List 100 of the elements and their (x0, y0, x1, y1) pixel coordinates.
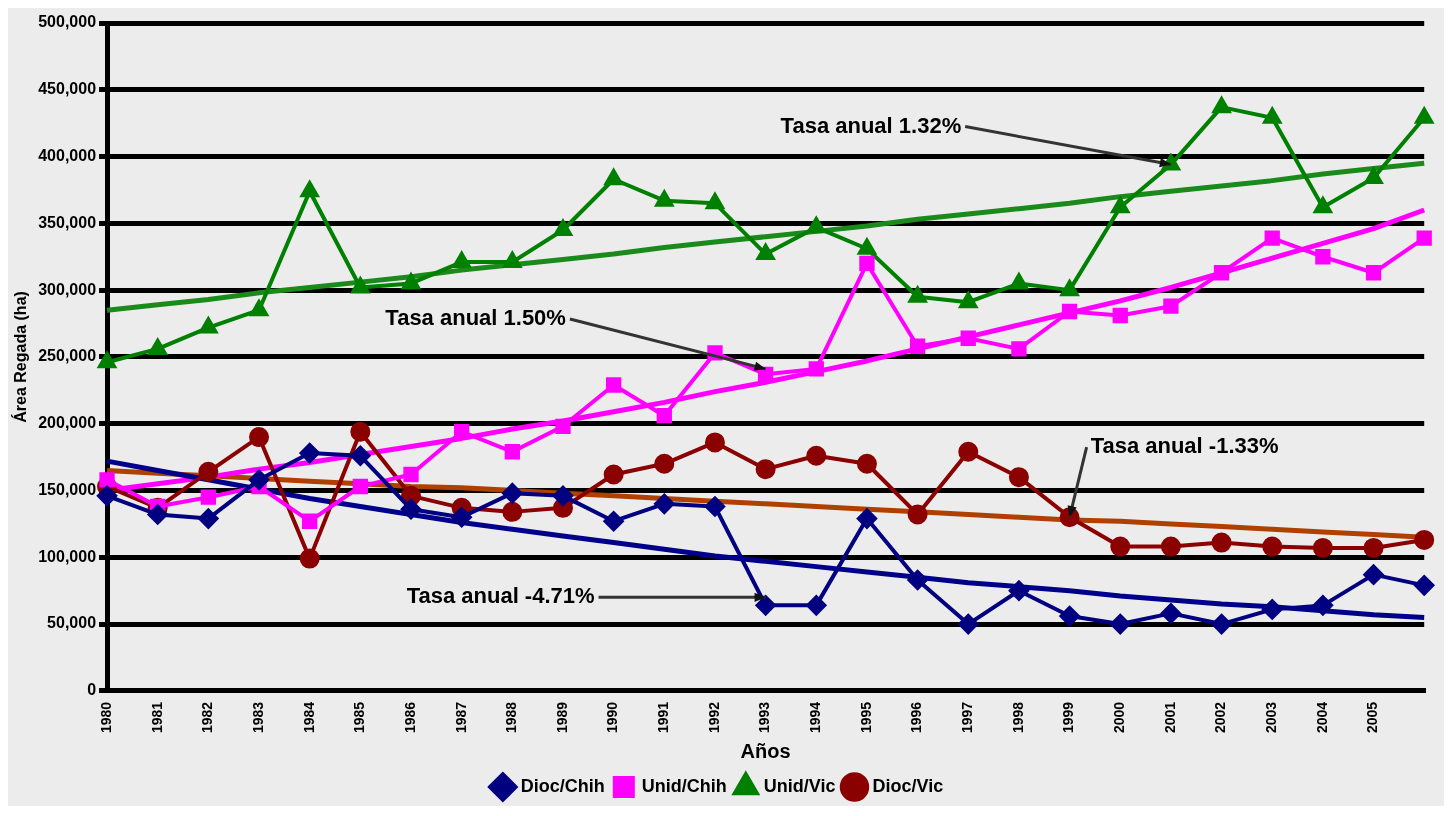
point (706, 193, 724, 210)
x-tick-label: 1997 (959, 701, 976, 734)
point (654, 493, 675, 514)
point (1363, 564, 1384, 585)
x-tick-label: 2005 (1364, 701, 1381, 734)
x-tick-label: 1992 (705, 701, 722, 734)
point (1110, 614, 1131, 635)
x-tick-label: 1991 (655, 701, 672, 734)
point (1414, 105, 1435, 124)
point (552, 485, 573, 506)
point (1416, 230, 1432, 246)
point (1312, 537, 1333, 558)
point (704, 432, 725, 453)
x-axis-title: Años (740, 739, 791, 762)
point (198, 508, 219, 529)
point (807, 217, 826, 234)
point (1110, 536, 1131, 557)
point (1060, 280, 1079, 297)
point (1262, 599, 1283, 620)
x-tick-label: 1994 (807, 701, 824, 734)
point (756, 244, 775, 261)
point (1414, 529, 1435, 550)
x-tick-label: 1981 (148, 701, 165, 734)
point (755, 459, 776, 480)
point (1163, 298, 1179, 314)
point (350, 421, 371, 442)
point (504, 444, 520, 460)
point (856, 453, 877, 474)
y-tick-label: 0 (87, 681, 97, 699)
point (454, 424, 470, 440)
x-tick-label: 2002 (1212, 701, 1229, 734)
point (907, 504, 928, 525)
point (554, 220, 572, 237)
x-tick-label: 1984 (300, 701, 317, 734)
point (1059, 606, 1080, 627)
x-tick-label: 1980 (97, 701, 114, 734)
point (806, 445, 827, 466)
point (757, 366, 774, 382)
y-tick-label: 50,000 (47, 614, 97, 632)
x-tick-label: 1986 (401, 701, 418, 734)
y-tick-label: 100,000 (38, 547, 97, 565)
point (1213, 265, 1230, 281)
x-tick-label: 1988 (503, 701, 520, 734)
point (654, 453, 675, 474)
point (97, 485, 118, 506)
point (1364, 167, 1383, 184)
x-tick-label: 2000 (1111, 701, 1128, 734)
point (1112, 307, 1128, 324)
x-tick-label: 2004 (1313, 701, 1330, 734)
point (1061, 303, 1078, 320)
point (1414, 575, 1435, 596)
legend-label: Dioc/Vic (872, 775, 944, 796)
x-tick-label: 1999 (1060, 701, 1077, 734)
point (806, 595, 827, 616)
point (299, 443, 320, 464)
annotation: Tasa anual -4.71% (406, 583, 595, 609)
point (1160, 536, 1181, 557)
point (147, 504, 168, 525)
point (1264, 230, 1280, 246)
point (859, 255, 875, 272)
point (299, 548, 320, 569)
y-tick-label: 450,000 (38, 80, 97, 98)
point (1008, 580, 1029, 601)
y-tick-label: 200,000 (38, 414, 97, 432)
annotation: Tasa anual 1.50% (385, 305, 566, 331)
point (200, 489, 217, 505)
point (958, 614, 979, 635)
legend-label: Unid/Vic (763, 775, 836, 796)
point (352, 478, 368, 495)
point (960, 330, 976, 346)
point (555, 418, 571, 435)
point (503, 252, 522, 269)
x-tick-label: 2001 (1161, 701, 1178, 734)
point (755, 595, 776, 616)
x-tick-label: 1993 (756, 701, 773, 734)
annotation: Tasa anual -1.33% (1090, 433, 1279, 459)
x-tick-label: 1998 (1009, 701, 1026, 734)
point (856, 508, 877, 529)
point (300, 181, 319, 198)
y-tick-label: 150,000 (38, 480, 97, 498)
point (1262, 536, 1283, 557)
point (249, 469, 270, 490)
point (1211, 614, 1232, 635)
point (351, 277, 370, 294)
point (605, 377, 622, 393)
point (402, 273, 420, 290)
y-axis-title: Área Regada (ha) (11, 291, 30, 423)
x-tick-label: 1987 (452, 701, 469, 734)
y-tick-label: 400,000 (38, 146, 97, 164)
point (958, 441, 979, 462)
y-tick-label: 250,000 (38, 347, 97, 365)
point (98, 352, 116, 369)
point (907, 569, 928, 590)
point (198, 461, 219, 482)
point (148, 338, 167, 355)
point (603, 464, 624, 485)
point (1313, 197, 1332, 214)
point (1262, 105, 1283, 124)
point (909, 338, 926, 354)
point (401, 499, 421, 520)
